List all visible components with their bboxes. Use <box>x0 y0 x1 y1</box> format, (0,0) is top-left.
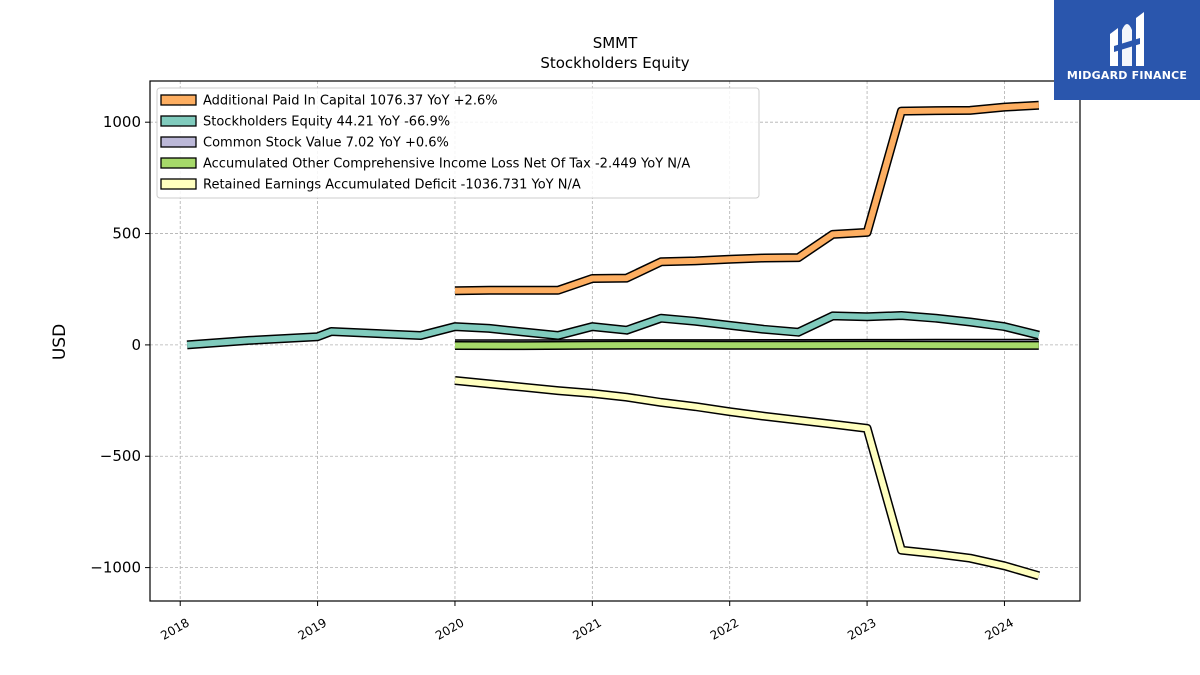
brand-name: MIDGARD FINANCE <box>1066 69 1188 82</box>
series-line <box>454 342 1039 349</box>
x-tick-label: 2019 <box>296 615 329 642</box>
y-tick-label: −1000 <box>90 559 141 577</box>
x-tick-label: 2022 <box>708 615 741 642</box>
legend-swatch <box>160 94 197 106</box>
chart-title: SMMT <box>593 34 638 52</box>
series-lines <box>186 100 1041 581</box>
x-tick-label: 2020 <box>433 615 466 642</box>
legend-label: Additional Paid In Capital 1076.37 YoY +… <box>203 94 498 109</box>
y-tick-label: 0 <box>131 336 141 354</box>
x-tick-label: 2024 <box>982 615 1015 642</box>
legend-swatch <box>160 178 197 190</box>
legend-swatch <box>160 136 197 148</box>
legend-label: Stockholders Equity 44.21 YoY -66.9% <box>203 115 450 130</box>
legend: Additional Paid In Capital 1076.37 YoY +… <box>156 87 760 199</box>
y-tick-label: 500 <box>112 225 141 243</box>
x-tick-label: 2023 <box>845 615 878 642</box>
y-tick-label: −500 <box>100 447 141 465</box>
series-line <box>454 102 1039 294</box>
series-line <box>454 377 1040 579</box>
legend-box <box>156 87 760 199</box>
legend-label: Retained Earnings Accumulated Deficit -1… <box>203 178 581 193</box>
legend-label: Accumulated Other Comprehensive Income L… <box>203 157 690 172</box>
chart-subtitle: Stockholders Equity <box>540 54 689 72</box>
x-tick-label: 2018 <box>158 615 191 642</box>
midgard-finance-logo: MIDGARD FINANCE <box>1054 0 1200 100</box>
series-line <box>186 312 1040 348</box>
y-axis-label: USD <box>50 324 70 360</box>
axes-frame <box>149 80 1081 602</box>
y-tick-label: 1000 <box>103 113 141 131</box>
legend-label: Common Stock Value 7.02 YoY +0.6% <box>203 136 449 151</box>
x-tick-label: 2021 <box>570 615 603 642</box>
midgard-logo-icon <box>1110 12 1144 66</box>
legend-swatch <box>160 157 197 169</box>
series-line-outline <box>454 376 1041 581</box>
legend-swatch <box>160 115 197 127</box>
